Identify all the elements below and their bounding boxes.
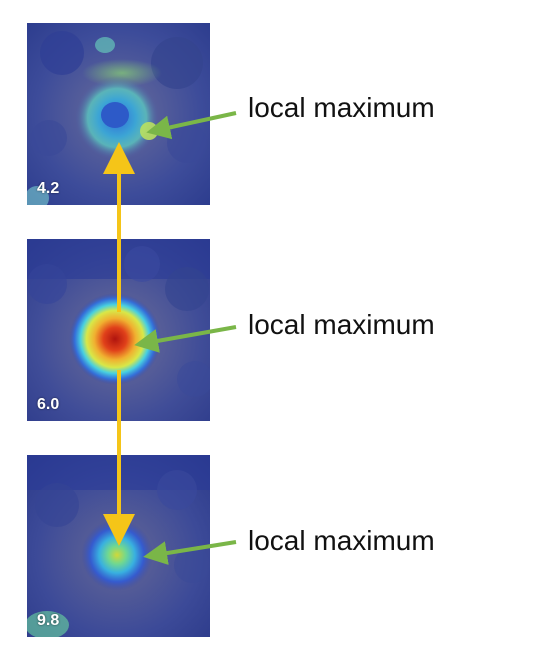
heatmap-image-1 [27,23,210,205]
heatmap-image-3 [27,455,210,637]
scale-label-1: 4.2 [37,180,60,197]
heatmap-panel-1: 4.2 [27,23,210,205]
heatmap-panel-3: 9.8 [27,455,210,637]
annotation-local-maximum-1: local maximum [248,92,435,123]
pointer-arrow-3 [143,540,237,565]
scale-label-2: 6.0 [37,396,60,413]
annotation-local-maximum-3: local maximum [248,525,435,556]
scale-label-3: 9.8 [37,612,60,629]
pointer-arrow-1 [146,111,237,140]
annotation-local-maximum-2: local maximum [248,309,435,340]
pointer-arrow-2 [134,325,237,353]
